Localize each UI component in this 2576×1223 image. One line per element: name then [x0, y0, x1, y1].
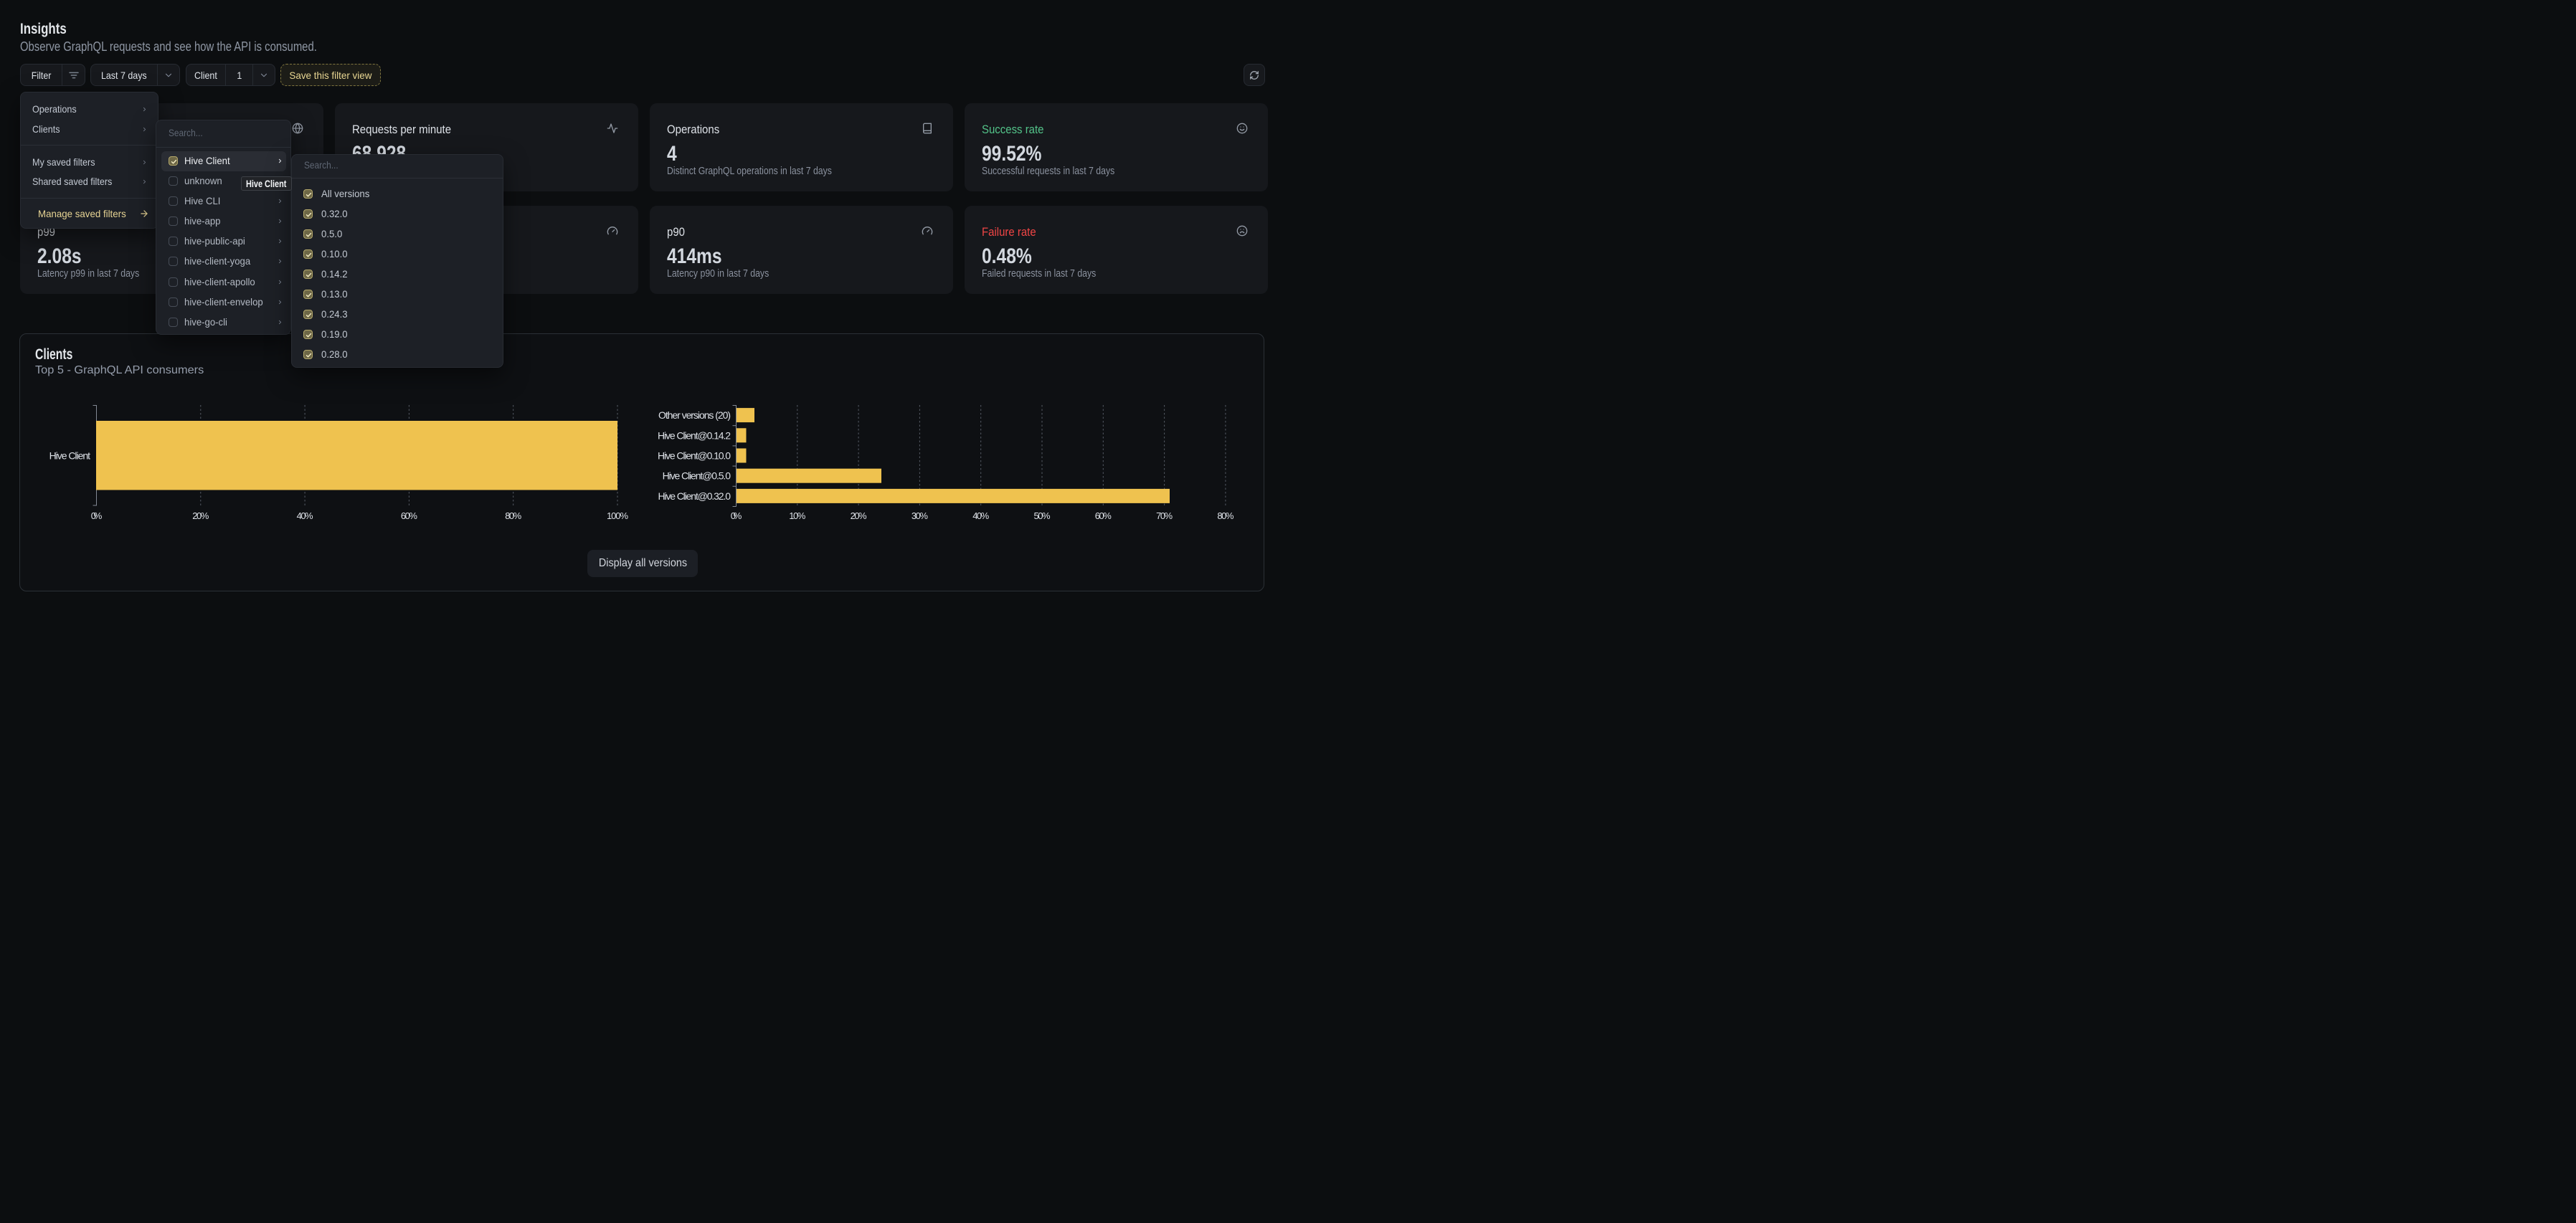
svg-text:50%: 50%	[1034, 510, 1051, 521]
svg-text:Hive Client@0.10.0: Hive Client@0.10.0	[658, 450, 731, 462]
svg-text:70%: 70%	[1156, 510, 1173, 521]
svg-text:Other versions (20): Other versions (20)	[658, 409, 731, 421]
svg-text:0%: 0%	[731, 510, 742, 521]
svg-text:20%: 20%	[192, 510, 209, 521]
svg-text:Hive Client: Hive Client	[49, 450, 91, 462]
svg-text:30%: 30%	[911, 510, 928, 521]
svg-text:100%: 100%	[607, 510, 628, 521]
svg-text:10%: 10%	[789, 510, 805, 521]
svg-text:20%: 20%	[851, 510, 867, 521]
svg-text:0%: 0%	[91, 510, 103, 521]
svg-text:80%: 80%	[1217, 510, 1233, 521]
svg-text:Hive Client@0.5.0: Hive Client@0.5.0	[663, 470, 731, 482]
svg-text:40%: 40%	[297, 510, 313, 521]
svg-text:Hive Client@0.14.2: Hive Client@0.14.2	[658, 429, 731, 441]
svg-text:60%: 60%	[401, 510, 417, 521]
svg-text:40%: 40%	[972, 510, 989, 521]
svg-text:60%: 60%	[1095, 510, 1112, 521]
svg-text:80%: 80%	[505, 510, 521, 521]
svg-text:Hive Client@0.32.0: Hive Client@0.32.0	[658, 490, 731, 502]
